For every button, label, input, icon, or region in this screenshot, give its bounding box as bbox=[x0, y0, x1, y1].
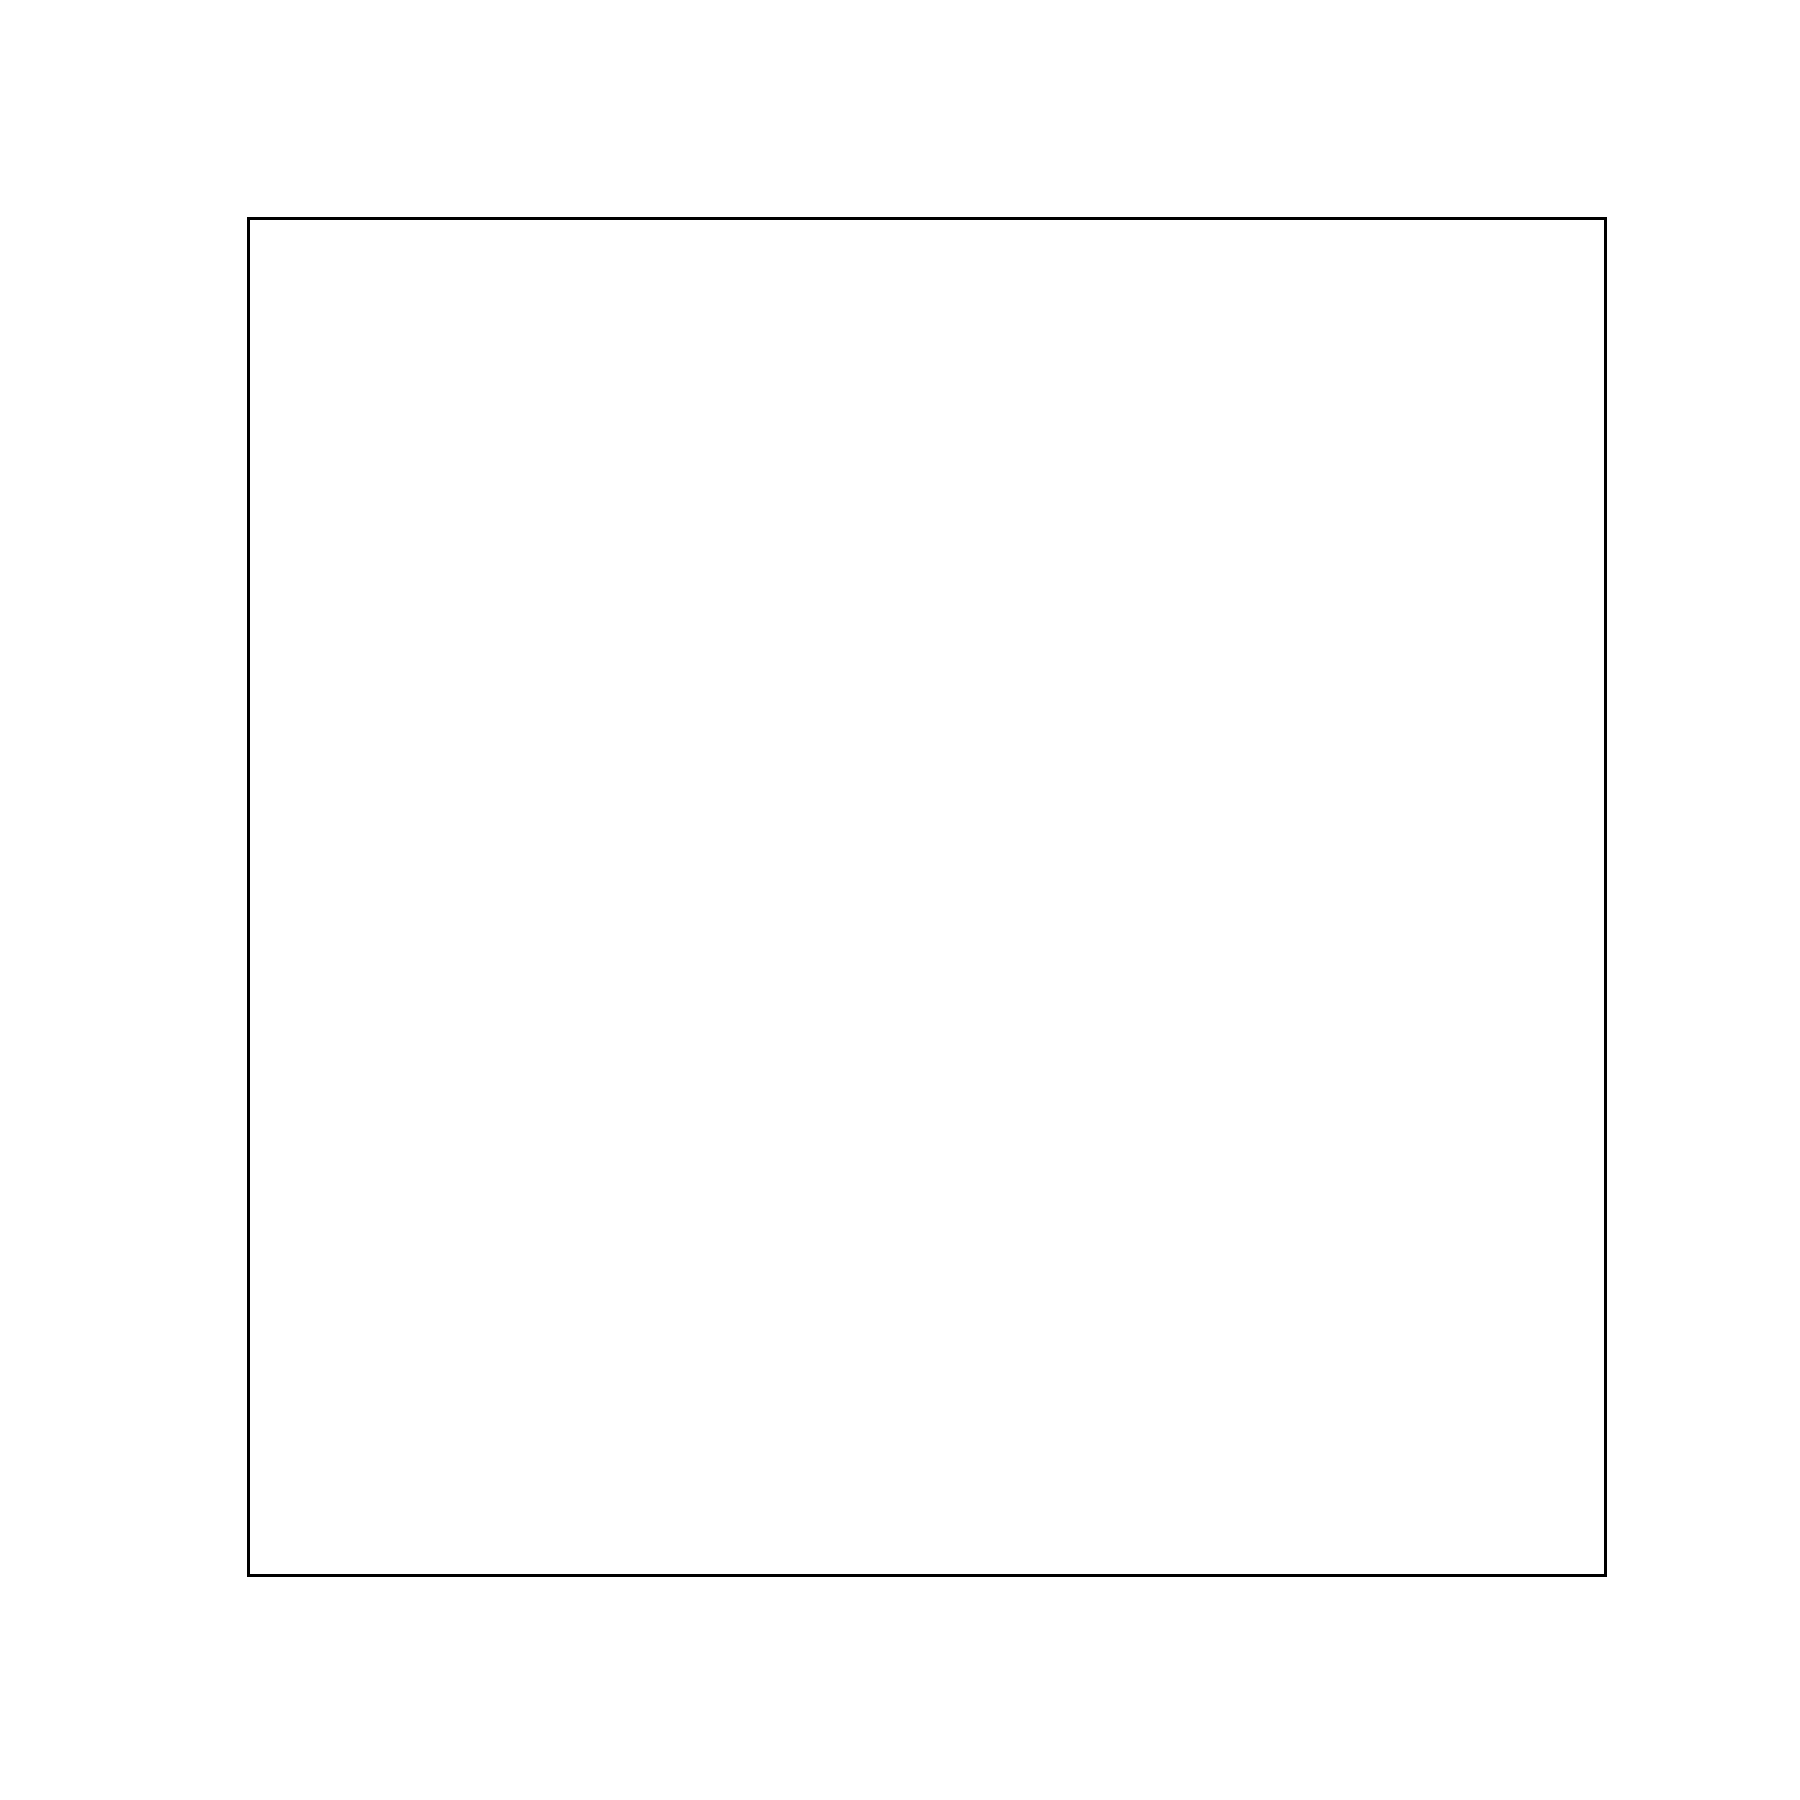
word-cloud-frame bbox=[247, 217, 1607, 1577]
word-cloud-svg bbox=[250, 220, 1604, 1574]
